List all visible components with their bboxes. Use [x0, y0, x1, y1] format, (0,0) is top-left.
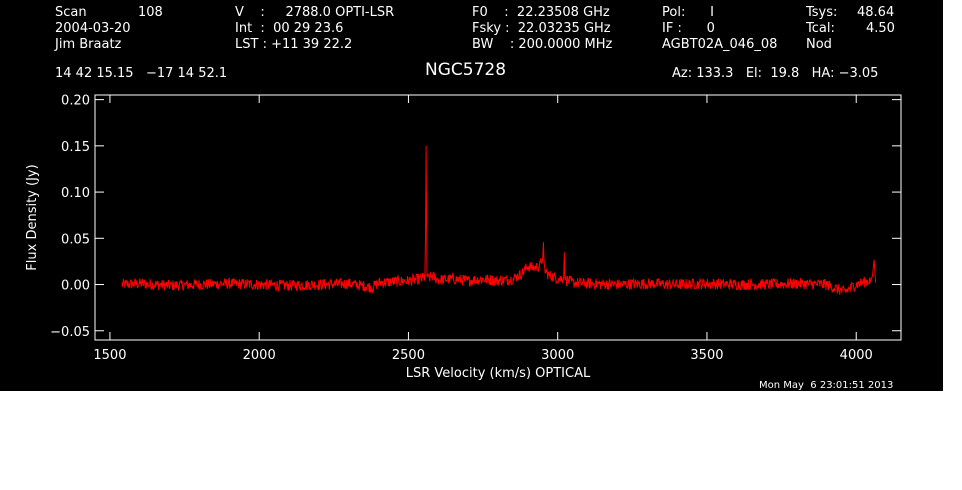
- x-axis-label: LSR Velocity (km/s) OPTICAL: [406, 366, 591, 381]
- observer-name: Jim Braatz: [55, 37, 122, 52]
- spectrum-panel: Scan 108 2004-03-20 Jim Braatz V : 2788.…: [0, 0, 943, 391]
- y-tick-label: 0.00: [61, 279, 90, 294]
- x-tick-label: 3500: [690, 348, 723, 363]
- observation-date: 2004-03-20: [55, 21, 131, 36]
- polarization-line: Pol: I: [662, 5, 714, 20]
- plot-frame: [94, 94, 902, 341]
- rest-frequency-line: F0 : 22.23508 GHz: [472, 5, 610, 20]
- az-el-ha-line: Az: 133.3 El: 19.8 HA: −3.05: [672, 66, 879, 81]
- y-tick-label: 0.10: [61, 186, 90, 201]
- x-tick-label: 3000: [541, 348, 574, 363]
- sky-frequency-line: Fsky : 22.03235 GHz: [472, 21, 611, 36]
- bandwidth-line: BW : 200.0000 MHz: [472, 37, 613, 52]
- spectrum-chart: 1500 2000 2500 3000 3500 4000 −0.05 0.00 0.05 0.1…: [25, 94, 902, 381]
- tsys-value: 48.64: [857, 5, 895, 20]
- y-tick-label: 0.15: [61, 140, 90, 155]
- x-tick-label: 2500: [392, 348, 425, 363]
- project-id: AGBT02A_046_08: [662, 37, 778, 52]
- source-name: NGC5728: [425, 60, 507, 80]
- scan-number: 108: [138, 5, 163, 20]
- tsys-label: Tsys:: [806, 5, 838, 20]
- x-tick-label: 4000: [840, 348, 873, 363]
- tcal-value: 4.50: [866, 21, 895, 36]
- if-line: IF : 0: [662, 21, 715, 36]
- spectrum-trace: [121, 145, 877, 295]
- timestamp: Mon May 6 23:01:51 2013: [759, 380, 894, 391]
- scan-label: Scan: [55, 5, 87, 20]
- y-tick-label: 0.05: [61, 232, 90, 247]
- x-tick-label: 1500: [93, 348, 126, 363]
- source-coordinates: 14 42 15.15 −17 14 52.1: [55, 66, 228, 81]
- y-tick-label: −0.05: [50, 325, 90, 340]
- y-tick-label: 0.20: [61, 94, 90, 109]
- observing-mode: Nod: [806, 37, 832, 52]
- integration-line: Int : 00 29 23.6: [235, 21, 344, 36]
- tcal-label: Tcal:: [806, 21, 835, 36]
- velocity-line: V : 2788.0 OPTI-LSR: [235, 5, 395, 20]
- y-axis-label: Flux Density (Jy): [25, 164, 40, 270]
- x-tick-label: 2000: [243, 348, 276, 363]
- lst-line: LST : +11 39 22.2: [235, 37, 353, 52]
